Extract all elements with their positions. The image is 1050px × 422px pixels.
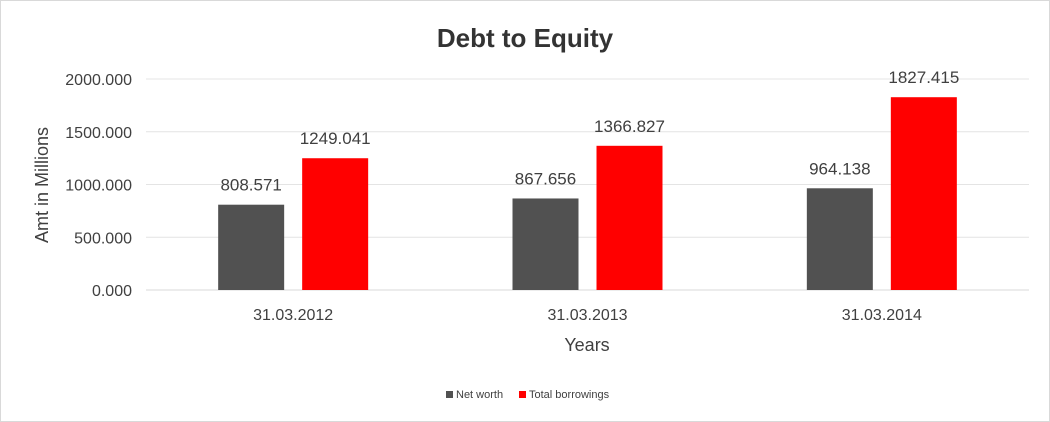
bar: [806, 188, 873, 290]
x-tick-label: 31.03.2014: [842, 307, 922, 324]
bar: [302, 158, 369, 290]
bar: [596, 145, 663, 290]
x-axis-title: Years: [564, 335, 609, 355]
legend: Net worth Total borrowings: [446, 389, 610, 401]
legend-swatch: [519, 391, 526, 398]
bar: [218, 204, 285, 290]
y-tick-label: 1000.000: [65, 178, 132, 195]
legend-label: Total borrowings: [529, 389, 610, 401]
legend-swatch: [446, 391, 453, 398]
data-label: 964.138: [809, 159, 870, 178]
y-tick-label: 0.000: [92, 283, 132, 300]
x-tick-label: 31.03.2013: [547, 307, 627, 324]
data-labels: 808.571 1249.041 867.656 1366.827 964.138 182…: [220, 68, 959, 194]
data-label: 808.571: [220, 176, 281, 195]
data-label: 1827.415: [888, 68, 959, 87]
legend-label: Net worth: [456, 389, 503, 401]
y-tick-label: 500.000: [74, 230, 132, 247]
y-axis-title: Amt in Millions: [32, 127, 52, 243]
bar: [512, 198, 579, 290]
y-tick-label: 2000.000: [65, 72, 132, 89]
data-label: 1249.041: [300, 129, 371, 148]
gridlines: [146, 78, 1029, 291]
bars: [218, 97, 957, 290]
data-label: 1366.827: [594, 117, 665, 136]
x-axis-ticks: 31.03.2012 31.03.2013 31.03.2014: [253, 307, 922, 324]
chart-title: Debt to Equity: [437, 23, 614, 53]
bar: [890, 97, 957, 290]
x-tick-label: 31.03.2012: [253, 307, 333, 324]
y-tick-label: 1500.000: [65, 125, 132, 142]
y-axis-ticks: 0.000 500.000 1000.000 1500.000 2000.000: [65, 72, 132, 300]
data-label: 867.656: [515, 169, 576, 188]
